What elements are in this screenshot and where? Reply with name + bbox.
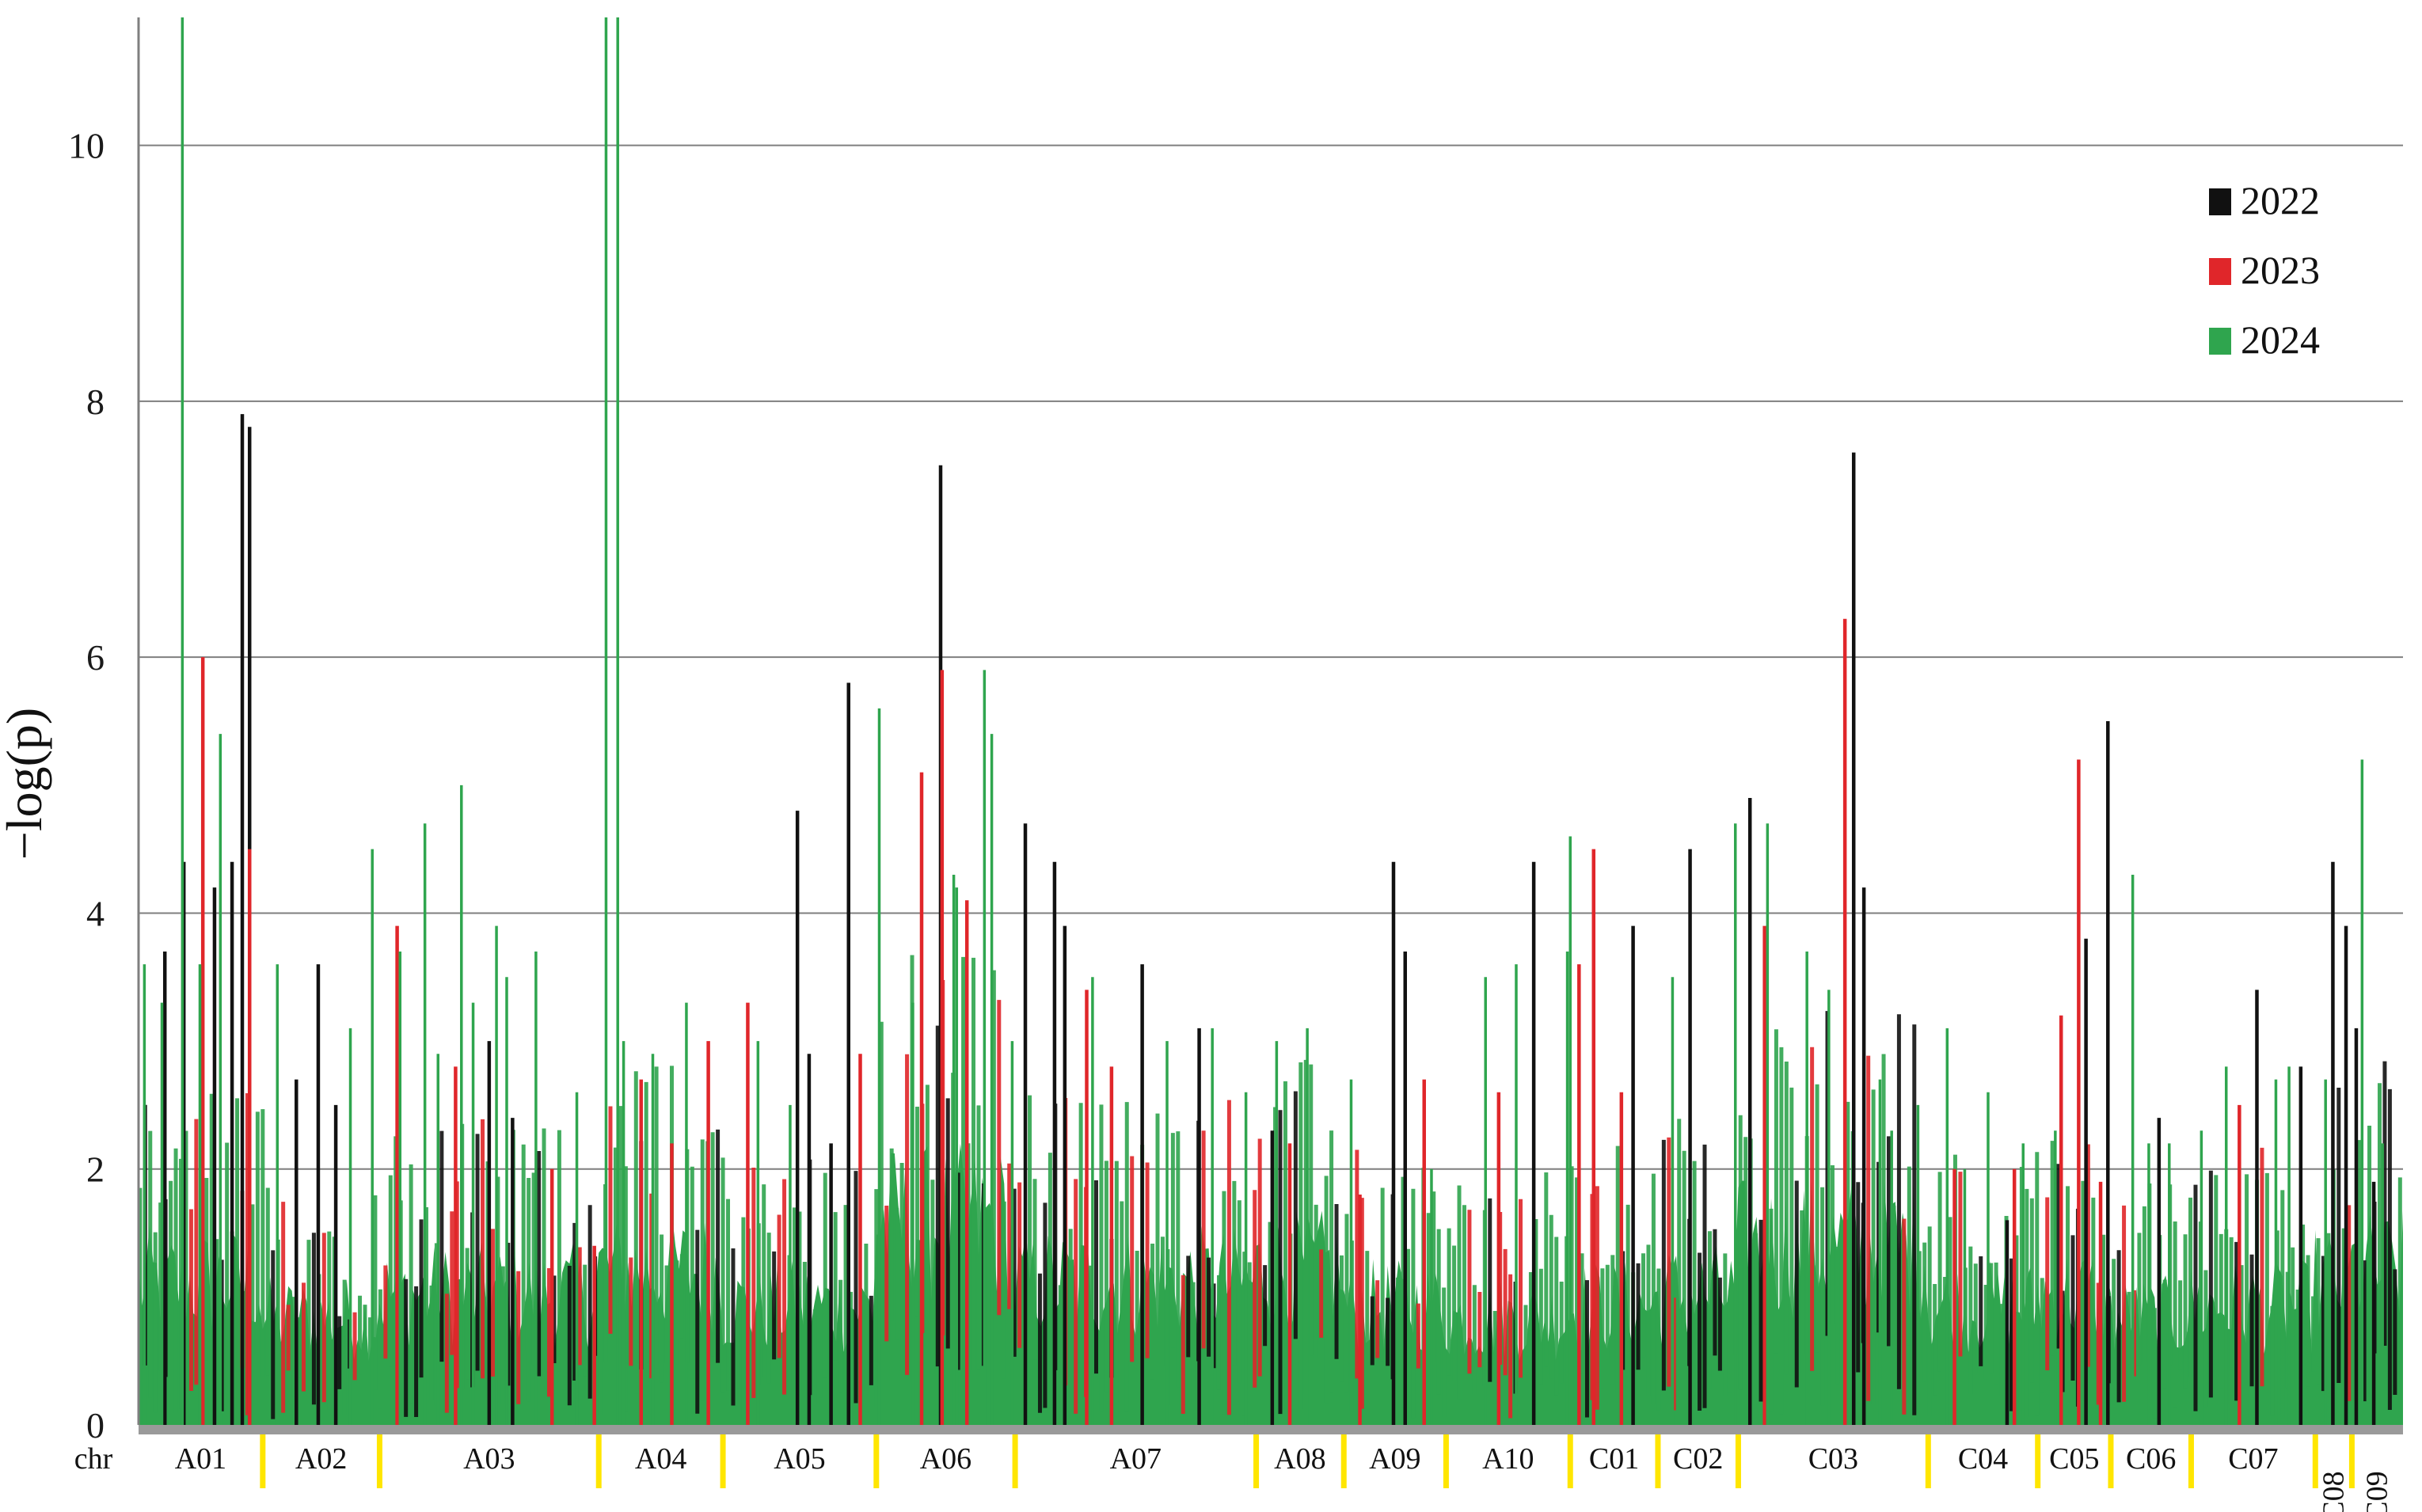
chr-label-A02: A02 (295, 1442, 347, 1476)
chr-label-C09: C09 (2361, 1471, 2394, 1512)
chr-label-C02: C02 (1673, 1442, 1723, 1476)
x-axis-label-chr: chr (74, 1442, 113, 1476)
chr-label-A05: A05 (774, 1442, 825, 1476)
y-tick-label-6: 6 (86, 637, 105, 678)
legend-swatch-2024 (2209, 328, 2231, 355)
legend-label-2024: 2024 (2241, 317, 2320, 362)
chr-label-A09: A09 (1369, 1442, 1420, 1476)
chr-label-C08: C08 (2317, 1471, 2350, 1512)
chr-label-A10: A10 (1482, 1442, 1534, 1476)
y-tick-label-10: 10 (68, 126, 105, 166)
chr-label-A04: A04 (635, 1442, 686, 1476)
chr-label-A03: A03 (463, 1442, 515, 1476)
chr-label-A06: A06 (920, 1442, 971, 1476)
y-axis-label: −log(p) (0, 708, 52, 860)
chr-label-C03: C03 (1808, 1442, 1858, 1476)
chromosome-axis: A01 A02 A03 A04 A05 A06 A07 A08 A09 A10 C01 C02 C03 C… (175, 1434, 2394, 1512)
association-bars (138, 17, 2402, 1425)
y-tick-labels: 0 2 4 6 8 10 (68, 126, 105, 1446)
chr-label-C04: C04 (1958, 1442, 2008, 1476)
y-tick-label-0: 0 (86, 1405, 105, 1446)
legend-label-2022: 2022 (2241, 178, 2320, 222)
x-axis-band (139, 1425, 2403, 1434)
y-tick-label-8: 8 (86, 382, 105, 422)
legend-swatch-2023 (2209, 258, 2231, 285)
chr-label-C05: C05 (2049, 1442, 2099, 1476)
y-tick-label-2: 2 (86, 1149, 105, 1190)
legend-swatch-2022 (2209, 188, 2231, 215)
chr-label-A07: A07 (1110, 1442, 1162, 1476)
y-tick-label-4: 4 (86, 893, 105, 933)
chr-label-A08: A08 (1274, 1442, 1325, 1476)
legend-label-2023: 2023 (2241, 248, 2320, 292)
axes (137, 17, 2403, 1434)
chr-label-A01: A01 (175, 1442, 226, 1476)
chr-label-C07: C07 (2228, 1442, 2278, 1476)
chr-label-C01: C01 (1589, 1442, 1639, 1476)
chr-label-C06: C06 (2126, 1442, 2176, 1476)
legend: 2022 2023 2024 (2209, 178, 2320, 362)
gridlines (139, 144, 2403, 1170)
